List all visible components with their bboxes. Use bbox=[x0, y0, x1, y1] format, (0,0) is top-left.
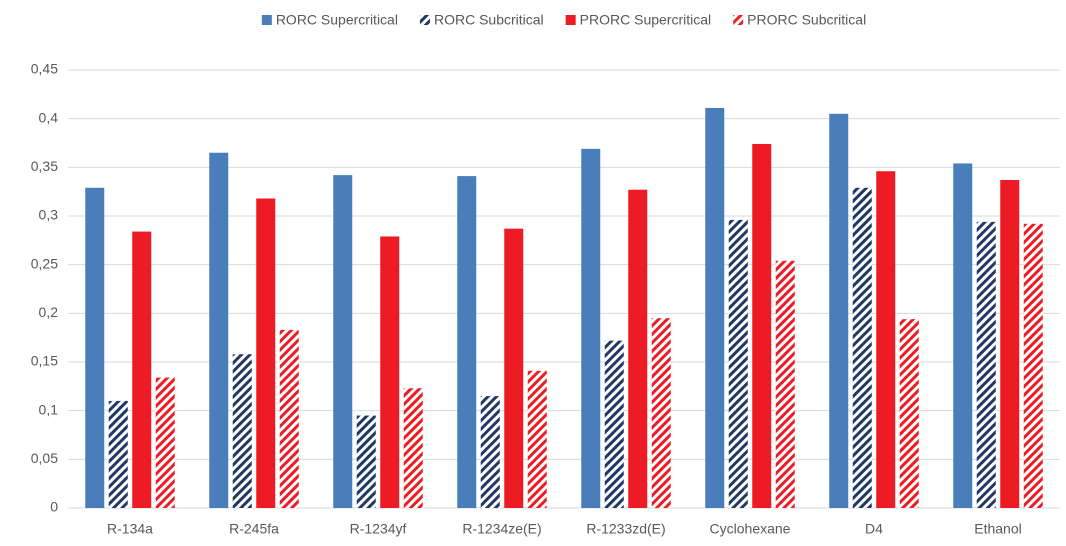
y-tick-label: 0,45 bbox=[31, 61, 58, 77]
y-tick-label: 0,3 bbox=[39, 207, 59, 223]
y-tick-label: 0 bbox=[50, 499, 58, 515]
bar bbox=[651, 318, 671, 508]
x-tick-label: R-245fa bbox=[229, 521, 279, 537]
legend-swatch bbox=[261, 15, 272, 25]
bar bbox=[279, 329, 299, 508]
bar bbox=[728, 219, 748, 509]
x-tick-label: R-1234yf bbox=[350, 521, 407, 537]
legend-label: RORC Supercritical bbox=[276, 12, 398, 28]
y-tick-label: 0,05 bbox=[31, 450, 58, 466]
bar bbox=[380, 236, 400, 508]
legend-item: RORC Supercritical bbox=[261, 12, 398, 28]
bar bbox=[899, 319, 919, 508]
legend: RORC Supercritical RORC Subcritical PRORC … bbox=[261, 12, 866, 28]
x-tick-label: Ethanol bbox=[974, 521, 1021, 537]
legend-label: PRORC Subcritical bbox=[747, 12, 866, 28]
bar bbox=[256, 198, 276, 509]
y-tick-label: 0,25 bbox=[31, 255, 58, 271]
bar bbox=[604, 340, 624, 508]
bar bbox=[108, 400, 128, 508]
bar bbox=[356, 415, 376, 508]
x-tick-label: Cyclohexane bbox=[710, 521, 791, 537]
bar bbox=[976, 221, 996, 508]
bar bbox=[209, 152, 229, 508]
bar bbox=[504, 228, 524, 509]
y-tick-label: 0,2 bbox=[39, 304, 59, 320]
legend-swatch bbox=[419, 15, 430, 25]
bar bbox=[581, 148, 601, 508]
bar bbox=[775, 260, 795, 508]
bar bbox=[333, 175, 353, 508]
bar bbox=[85, 187, 105, 509]
bar bbox=[527, 370, 547, 508]
bar bbox=[876, 171, 896, 508]
bar bbox=[852, 187, 872, 509]
x-tick-label: R-134a bbox=[107, 521, 153, 537]
bar bbox=[705, 107, 725, 509]
y-tick-label: 0,4 bbox=[39, 109, 59, 125]
bar bbox=[628, 189, 648, 508]
bar bbox=[480, 396, 500, 508]
bar bbox=[457, 176, 477, 509]
y-tick-label: 0,1 bbox=[39, 401, 59, 417]
x-tick-label: R-1234ze(E) bbox=[462, 521, 541, 537]
bar bbox=[1000, 179, 1020, 508]
x-tick-label: D4 bbox=[865, 521, 883, 537]
bar bbox=[953, 163, 973, 508]
bar bbox=[155, 377, 175, 508]
legend-item: PRORC Supercritical bbox=[565, 12, 711, 28]
bar bbox=[403, 388, 423, 508]
bar bbox=[1023, 223, 1043, 508]
legend-swatch bbox=[565, 15, 576, 25]
bar bbox=[752, 143, 772, 508]
legend-label: PRORC Supercritical bbox=[580, 12, 711, 28]
legend-swatch bbox=[733, 15, 744, 25]
x-tick-label: R-1233zd(E) bbox=[586, 521, 665, 537]
legend-item: RORC Subcritical bbox=[419, 12, 544, 28]
bar bbox=[232, 354, 252, 508]
legend-item: PRORC Subcritical bbox=[733, 12, 866, 28]
legend-label: RORC Subcritical bbox=[434, 12, 544, 28]
bar bbox=[829, 113, 849, 509]
y-tick-label: 0,15 bbox=[31, 353, 58, 369]
bar bbox=[132, 231, 152, 508]
y-tick-label: 0,35 bbox=[31, 158, 58, 174]
